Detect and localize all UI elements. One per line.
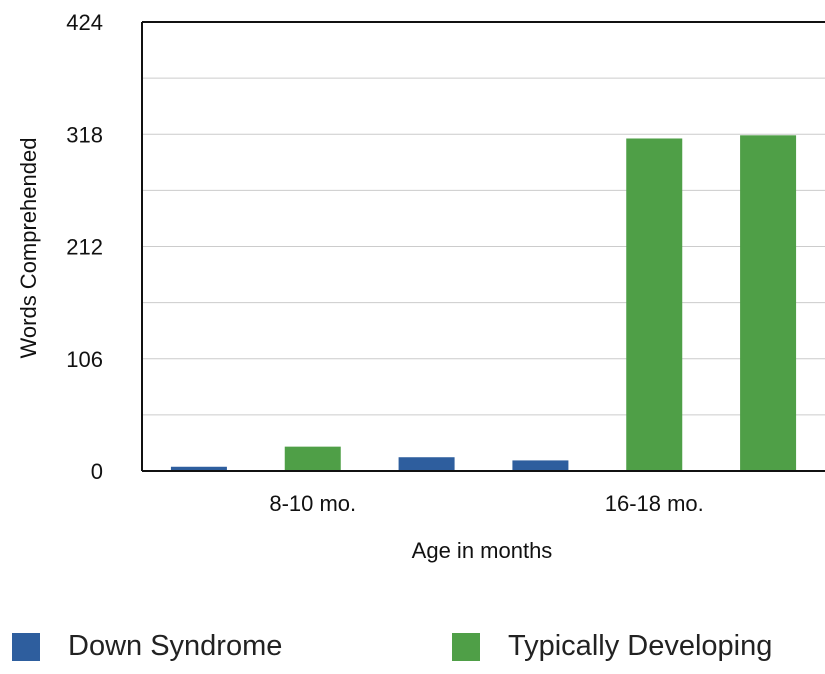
gridlines bbox=[142, 21, 825, 416]
legend-label-typically-developing: Typically Developing bbox=[508, 630, 773, 662]
x-tick-label: 8-10 mo. bbox=[269, 491, 356, 516]
bar-16-18-mo-typically-developing bbox=[626, 138, 683, 472]
y-tick-label: 106 bbox=[66, 347, 103, 372]
y-tick-labels: 0 106 212 318 424 bbox=[66, 10, 103, 484]
legend: Down Syndrome Typically Developing bbox=[0, 630, 825, 674]
bar-8-10-mo-down-syndrome bbox=[398, 457, 455, 471]
legend-swatch-down-syndrome bbox=[12, 632, 40, 661]
bar-16-18-mo-typically-developing bbox=[740, 135, 797, 471]
x-tick-label: 16-18 mo. bbox=[605, 491, 704, 516]
bar-8-10-mo-down-syndrome bbox=[170, 466, 227, 471]
bars bbox=[170, 135, 797, 472]
plot-frame bbox=[141, 21, 825, 472]
legend-item-typically-developing: Typically Developing bbox=[452, 630, 772, 663]
legend-item-down-syndrome: Down Syndrome bbox=[12, 630, 282, 663]
y-tick-label: 318 bbox=[66, 122, 103, 147]
bar-chart: 0 106 212 318 424 8-10 mo. 16-18 mo. Age in m… bbox=[16, 10, 825, 563]
legend-label-down-syndrome: Down Syndrome bbox=[68, 630, 283, 662]
y-tick-label: 212 bbox=[66, 235, 103, 260]
x-tick-labels: 8-10 mo. 16-18 mo. bbox=[269, 491, 703, 516]
y-axis-title: Words Comprehended bbox=[16, 138, 41, 359]
bar-8-10-mo-typically-developing bbox=[284, 446, 341, 471]
y-tick-label: 0 bbox=[91, 459, 103, 484]
x-axis-title: Age in months bbox=[412, 538, 553, 563]
legend-swatch-typically-developing bbox=[452, 632, 480, 661]
y-tick-label: 424 bbox=[66, 10, 103, 35]
bar-16-18-mo-down-syndrome bbox=[512, 460, 569, 471]
